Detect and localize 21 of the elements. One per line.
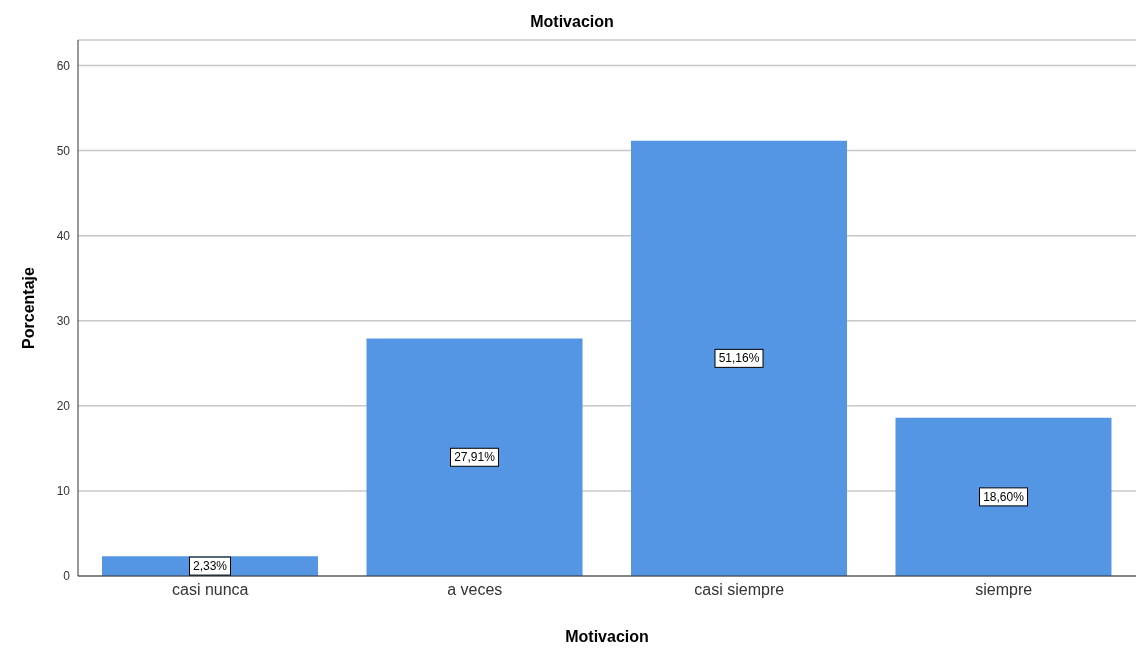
y-axis-title: Porcentaje xyxy=(19,266,37,349)
bar xyxy=(366,338,583,576)
chart-title: Motivacion xyxy=(529,12,615,32)
bar xyxy=(631,140,847,576)
y-tick-label: 40 xyxy=(56,228,71,243)
data-label: 18,60% xyxy=(983,489,1025,504)
y-tick-label: 50 xyxy=(56,143,71,158)
x-tick-label: siempre xyxy=(975,581,1033,599)
x-axis-title: Motivacion xyxy=(565,628,649,645)
x-tick-label: a veces xyxy=(447,581,503,599)
y-tick-label: 60 xyxy=(56,58,71,73)
y-tick-label: 10 xyxy=(56,484,71,499)
x-tick-label: casi siempre xyxy=(694,581,785,599)
x-tick-label: casi nunca xyxy=(172,581,249,599)
data-label: 2,33% xyxy=(192,559,228,574)
data-label: 27,91% xyxy=(454,450,496,465)
y-tick-label: 20 xyxy=(56,399,71,414)
bar xyxy=(895,417,1112,576)
y-tick-label: 30 xyxy=(56,314,71,329)
y-tick-label: 0 xyxy=(63,569,71,584)
data-label: 51,16% xyxy=(718,351,760,366)
